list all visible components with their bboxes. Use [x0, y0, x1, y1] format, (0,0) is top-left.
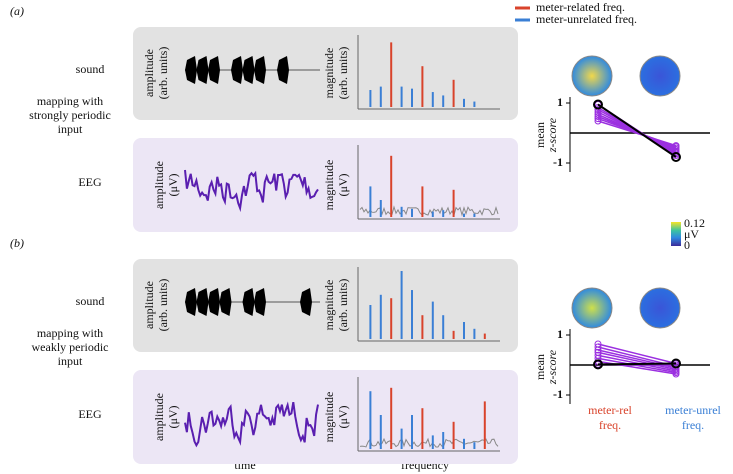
axis-label: mean — [533, 354, 547, 380]
eeg-wave — [184, 169, 319, 213]
axis-label: amplitude — [142, 49, 156, 97]
axis-label: mean — [533, 122, 547, 148]
axis-label: z-score — [545, 349, 559, 385]
sound-burst — [208, 56, 220, 84]
axis-label: amplitude — [152, 161, 166, 209]
colorbar-label: 0 — [684, 238, 690, 252]
panel-label: (b) — [10, 236, 24, 250]
sound-burst — [208, 288, 220, 316]
axis-label: amplitude — [152, 393, 166, 441]
category-label: meter-unrel — [665, 403, 721, 417]
participant-line — [597, 343, 677, 365]
row-label: sound — [76, 294, 105, 308]
sound-burst — [300, 288, 312, 316]
sound-burst — [254, 56, 266, 84]
colorbar-label: μV — [684, 227, 699, 241]
category-label: freq. — [682, 418, 704, 432]
axis-label: z-score — [545, 117, 559, 153]
axis-label: amplitude — [142, 281, 156, 329]
point — [672, 142, 680, 150]
sound-burst — [242, 288, 255, 316]
sound-burst — [196, 288, 209, 316]
z-tick-label: -1 — [553, 387, 563, 401]
axis-label: magnitude — [322, 392, 336, 443]
participant-line — [597, 357, 677, 374]
row-label: EEG — [78, 175, 102, 189]
point — [672, 370, 680, 378]
head-map — [571, 287, 613, 329]
sound-burst — [254, 288, 266, 316]
head-map — [639, 287, 681, 329]
sound-burst — [242, 56, 255, 84]
axis-label: (arb. units) — [156, 279, 170, 332]
sound-burst — [231, 56, 243, 84]
z-tick-label: 1 — [557, 95, 563, 109]
mean-point — [593, 359, 603, 370]
axis-label: (μV) — [166, 405, 180, 428]
participant-line — [597, 120, 677, 147]
sound-burst — [196, 56, 209, 84]
category-label: freq. — [599, 418, 621, 432]
mean-line — [597, 362, 677, 366]
axis-label: (arb. units) — [156, 47, 170, 100]
axis-label: (μV) — [166, 173, 180, 196]
colorbar-label: 0.12 — [684, 216, 705, 230]
mean-point — [593, 99, 603, 110]
z-tick-label: 1 — [557, 327, 563, 341]
participant-line — [597, 351, 677, 371]
legend-label: meter-related freq. — [536, 0, 625, 14]
axis-label: (μV) — [336, 173, 350, 196]
row-label: sound — [76, 62, 105, 76]
axis-label: magnitude — [322, 48, 336, 99]
colorbar — [671, 222, 681, 246]
sound-burst — [277, 56, 289, 84]
row-label: EEG — [78, 407, 102, 421]
noise-floor — [359, 437, 499, 448]
eeg-wave — [184, 401, 319, 448]
sound-burst — [185, 56, 197, 84]
row-label: input — [58, 354, 83, 368]
head-map — [639, 55, 681, 97]
sound-burst — [185, 288, 197, 316]
row-label: mapping with — [37, 326, 103, 340]
sound-burst — [219, 288, 232, 316]
point — [594, 113, 602, 120]
axis-label: (arb. units) — [336, 47, 350, 100]
noise-floor — [359, 205, 499, 217]
axis-label: (μV) — [336, 405, 350, 428]
mean-point — [671, 152, 681, 162]
point — [594, 117, 602, 125]
row-label: strongly periodic — [29, 108, 111, 122]
point — [594, 110, 602, 118]
row-label: input — [58, 122, 83, 136]
row-label: weakly periodic — [32, 340, 109, 354]
head-map — [571, 55, 613, 97]
category-label: meter-rel — [588, 403, 632, 417]
legend-label: meter-unrelated freq. — [536, 12, 637, 26]
row-label: mapping with — [37, 94, 103, 108]
axis-label: magnitude — [322, 160, 336, 211]
mean-line — [597, 103, 677, 158]
axis-label: magnitude — [322, 280, 336, 331]
panel-label: (a) — [10, 4, 24, 18]
axis-label: (arb. units) — [336, 279, 350, 332]
mean-point — [671, 358, 681, 369]
z-tick-label: -1 — [553, 155, 563, 169]
